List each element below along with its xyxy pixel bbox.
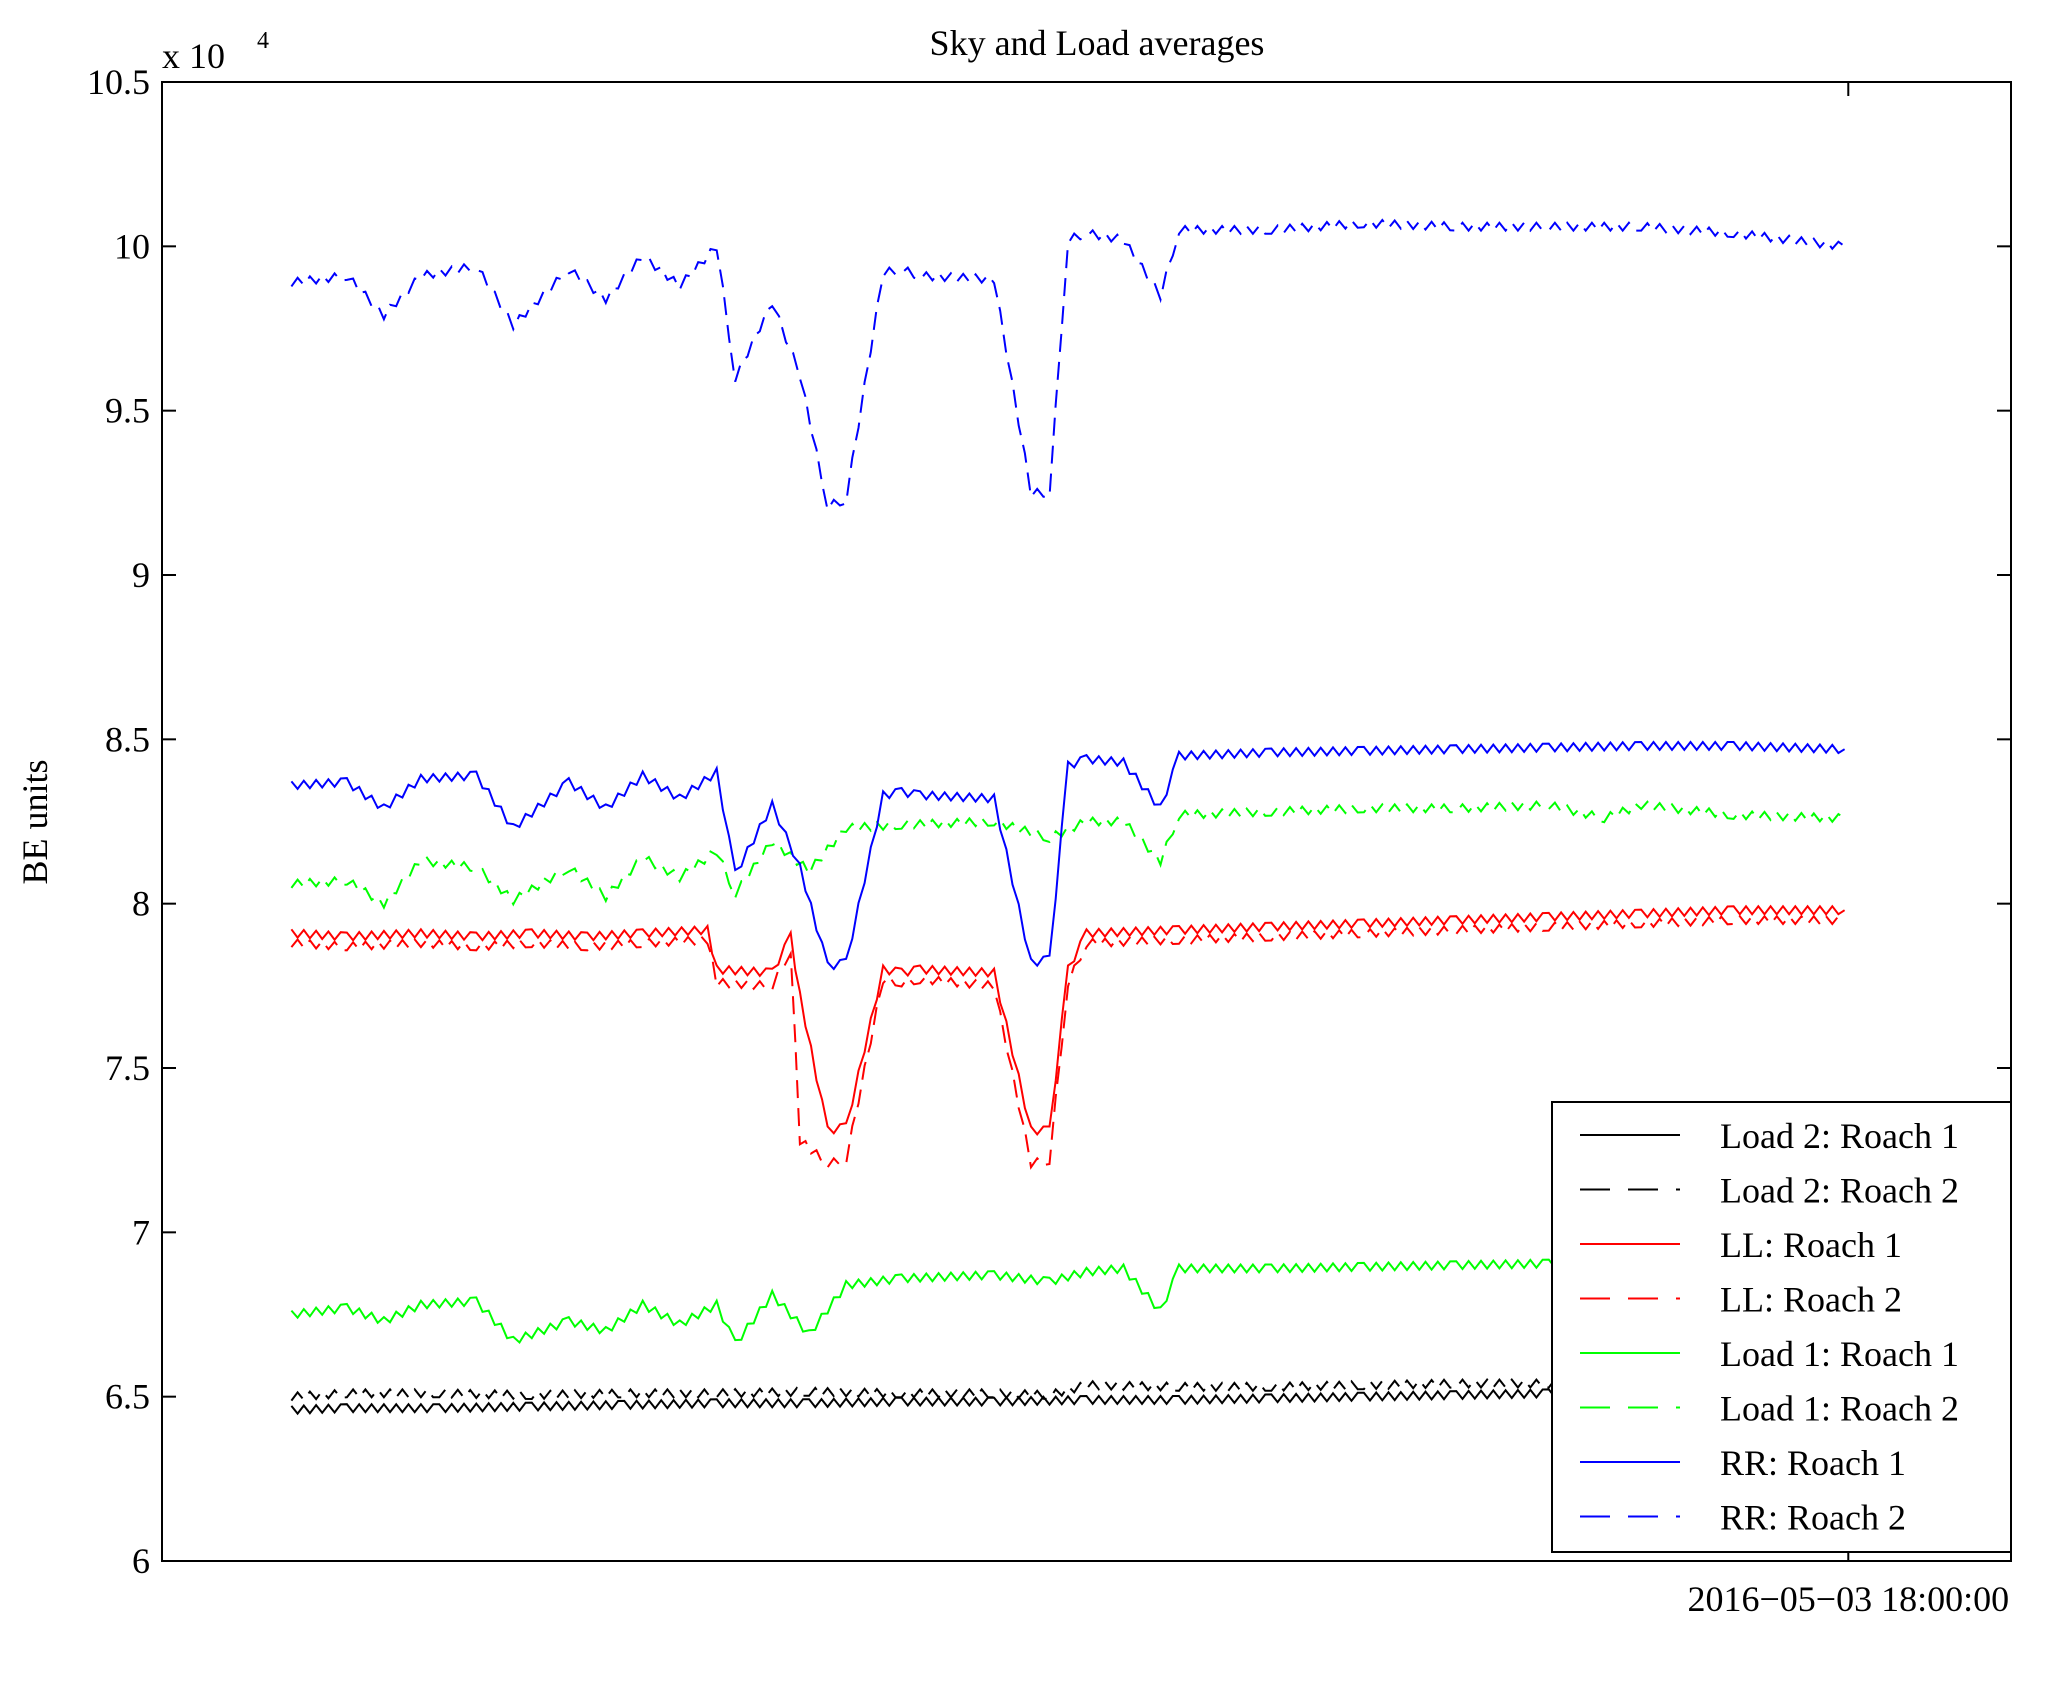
legend-label: LL: Roach 1	[1720, 1225, 1902, 1265]
series-line-rr-roach-1	[290, 740, 1846, 971]
y-tick-label: 8.5	[105, 719, 150, 759]
y-tick-label: 7.5	[105, 1048, 150, 1088]
legend-label: Load 2: Roach 2	[1720, 1171, 1959, 1211]
y-tick-label: 6	[132, 1541, 150, 1581]
x-tick-label: 2016−05−03 18:00:00	[1687, 1579, 2009, 1619]
y-tick-label: 9	[132, 555, 150, 595]
legend-label: RR: Roach 2	[1720, 1498, 1906, 1538]
y-tick-label: 10.5	[87, 62, 150, 102]
series-line-ll-roach-2	[290, 914, 1846, 1170]
series-line-ll-roach-1	[290, 904, 1846, 1137]
y-tick-label: 7	[132, 1212, 150, 1252]
y-tick-label: 6.5	[105, 1377, 150, 1417]
plot-frame	[161, 81, 2012, 1562]
legend: Load 2: Roach 1 Load 2: Roach 2 LL: Roach …	[1551, 1101, 2012, 1553]
series-line-rr-roach-2	[290, 217, 1846, 513]
y-axis-multiplier: x 10	[162, 36, 225, 76]
series-line-load-1-roach-2	[290, 799, 1846, 910]
y-tick-label: 9.5	[105, 391, 150, 431]
x-axis-ticks: 2016−05−03 18:00:00	[1687, 82, 2009, 1619]
legend-label: RR: Roach 1	[1720, 1443, 1906, 1483]
y-axis-multiplier-exponent: 4	[257, 28, 269, 54]
y-axis-ticks: 6 6.5 7 7.5 8 8.5 9 9.5 10 10.5	[87, 62, 2011, 1581]
legend-label: Load 2: Roach 1	[1720, 1116, 1959, 1156]
y-tick-label: 8	[132, 884, 150, 924]
y-axis-label: BE units	[15, 759, 55, 884]
legend-label: LL: Roach 2	[1720, 1280, 1902, 1320]
y-tick-label: 10	[114, 226, 150, 266]
legend-box	[1551, 1101, 2012, 1553]
legend-label: Load 1: Roach 1	[1720, 1334, 1959, 1374]
legend-label: Load 1: Roach 2	[1720, 1389, 1959, 1429]
chart-title: Sky and Load averages	[930, 23, 1265, 63]
